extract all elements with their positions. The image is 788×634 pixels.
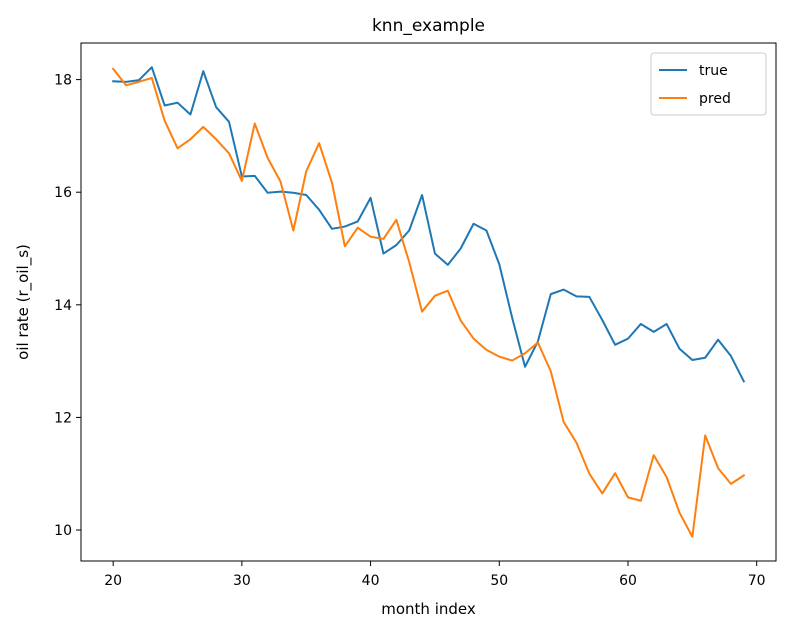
legend: true pred bbox=[650, 52, 767, 116]
plot-area bbox=[111, 66, 746, 538]
x-tick-label: 70 bbox=[748, 573, 766, 589]
x-tick-label: 50 bbox=[490, 573, 508, 589]
y-axis-label: oil rate (r_oil_s) bbox=[14, 244, 33, 360]
legend-label-pred: pred bbox=[699, 91, 731, 107]
x-axis: 20 30 40 50 60 70 bbox=[104, 561, 766, 589]
y-axis: 10 12 14 16 18 bbox=[54, 73, 81, 539]
y-tick-label: 16 bbox=[54, 185, 72, 201]
x-tick-label: 20 bbox=[104, 573, 122, 589]
y-tick-label: 18 bbox=[54, 73, 72, 89]
chart-title: knn_example bbox=[372, 16, 485, 36]
series-line-true bbox=[112, 66, 746, 383]
legend-label-true: true bbox=[699, 63, 728, 79]
x-tick-label: 60 bbox=[619, 573, 637, 589]
y-tick-label: 12 bbox=[54, 410, 72, 426]
x-tick-label: 40 bbox=[362, 573, 380, 589]
legend-box bbox=[650, 52, 767, 116]
x-axis-label: month index bbox=[381, 600, 476, 618]
series-line-pred bbox=[111, 67, 746, 538]
x-tick-label: 30 bbox=[233, 573, 251, 589]
y-tick-label: 10 bbox=[54, 523, 72, 539]
axes-frame bbox=[80, 42, 777, 562]
y-tick-label: 14 bbox=[54, 298, 72, 314]
